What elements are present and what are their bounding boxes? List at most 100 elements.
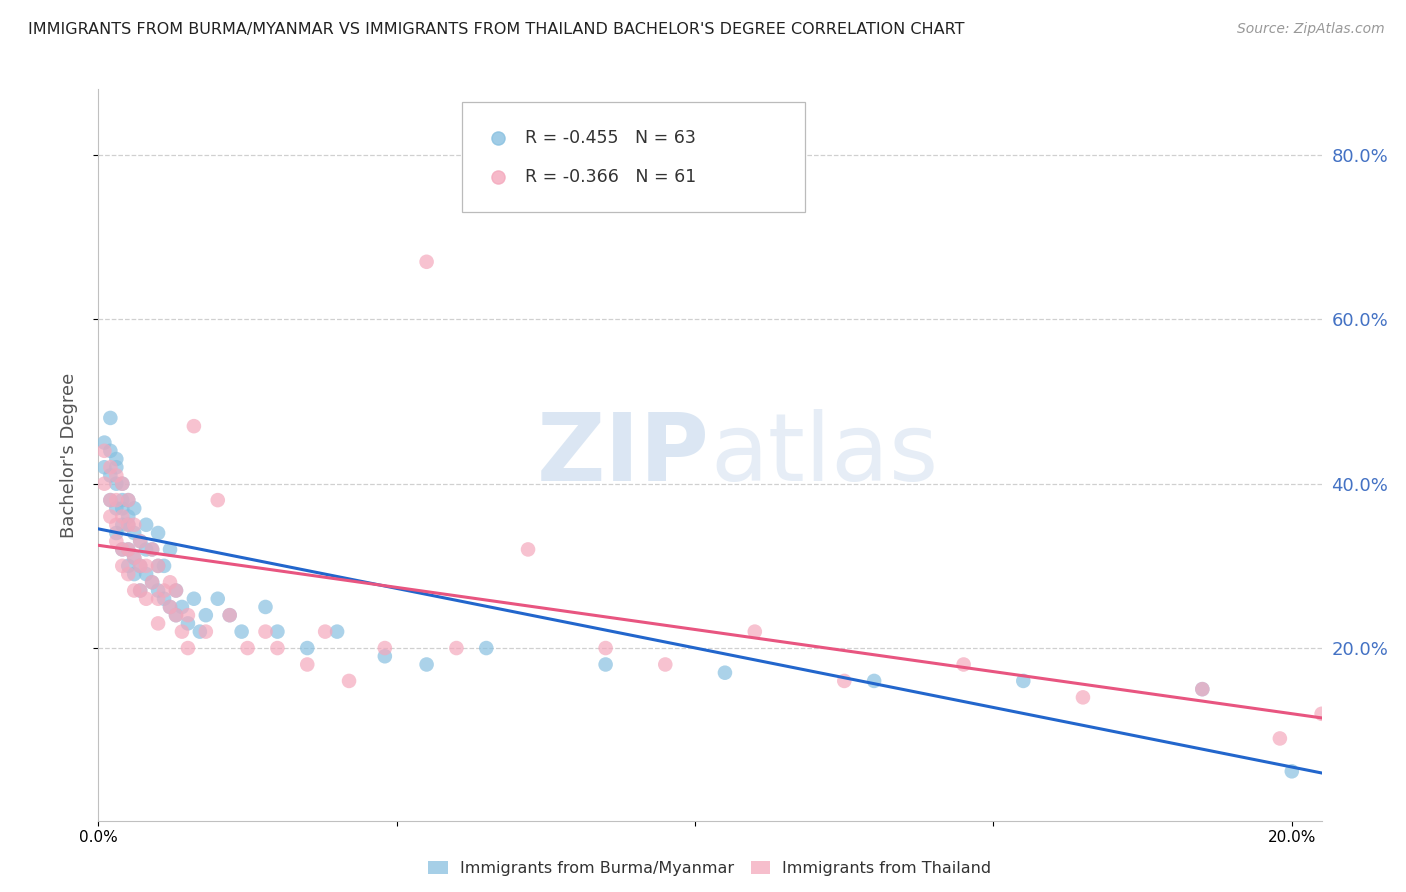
Point xyxy=(146,583,169,598)
Point xyxy=(170,624,193,639)
Point xyxy=(122,583,145,598)
Point xyxy=(475,641,498,656)
Point xyxy=(93,476,115,491)
Point xyxy=(1310,706,1333,721)
Point xyxy=(153,583,176,598)
Point xyxy=(159,599,181,614)
Point xyxy=(117,542,139,557)
Point xyxy=(105,534,128,549)
Point xyxy=(266,641,288,656)
Point xyxy=(111,501,134,516)
Point xyxy=(714,665,737,680)
Point xyxy=(111,476,134,491)
Point xyxy=(218,608,240,623)
Point xyxy=(98,509,121,524)
Point xyxy=(1191,682,1213,697)
Point xyxy=(93,435,115,450)
Point xyxy=(111,493,134,508)
Point xyxy=(111,509,134,524)
Point xyxy=(194,608,217,623)
Point xyxy=(415,254,437,268)
Point xyxy=(159,599,181,614)
Point xyxy=(1268,731,1291,746)
Point xyxy=(146,616,169,631)
Point xyxy=(111,517,134,532)
Point xyxy=(135,517,157,532)
Point xyxy=(111,558,134,573)
Point xyxy=(337,673,360,688)
Point xyxy=(122,567,145,582)
Point xyxy=(146,558,169,573)
Text: R = -0.366   N = 61: R = -0.366 N = 61 xyxy=(526,168,696,186)
Point xyxy=(105,476,128,491)
Point xyxy=(105,452,128,467)
Text: IMMIGRANTS FROM BURMA/MYANMAR VS IMMIGRANTS FROM THAILAND BACHELOR'S DEGREE CORR: IMMIGRANTS FROM BURMA/MYANMAR VS IMMIGRA… xyxy=(28,22,965,37)
Point xyxy=(326,624,349,639)
Point xyxy=(141,575,163,590)
Point xyxy=(595,657,617,672)
Point xyxy=(654,657,676,672)
Legend: Immigrants from Burma/Myanmar, Immigrants from Thailand: Immigrants from Burma/Myanmar, Immigrant… xyxy=(422,855,998,882)
Point xyxy=(177,641,200,656)
Point xyxy=(177,608,200,623)
Text: R = -0.455   N = 63: R = -0.455 N = 63 xyxy=(526,129,696,147)
Point xyxy=(93,460,115,475)
Point xyxy=(254,599,277,614)
Point xyxy=(832,673,855,688)
Point xyxy=(517,542,540,557)
Point xyxy=(98,460,121,475)
Point xyxy=(117,542,139,557)
Point xyxy=(117,493,139,508)
Point xyxy=(236,641,259,656)
Point xyxy=(1012,673,1035,688)
Point xyxy=(207,493,229,508)
Point xyxy=(374,649,396,664)
Point xyxy=(146,558,169,573)
Point xyxy=(177,616,200,631)
Point xyxy=(93,443,115,458)
Point xyxy=(98,493,121,508)
Point xyxy=(254,624,277,639)
Point xyxy=(117,517,139,532)
Point xyxy=(111,542,134,557)
Point xyxy=(129,534,152,549)
Text: Source: ZipAtlas.com: Source: ZipAtlas.com xyxy=(1237,22,1385,37)
Point xyxy=(135,558,157,573)
Point xyxy=(105,517,128,532)
Point xyxy=(111,476,134,491)
Point xyxy=(863,673,886,688)
Point xyxy=(415,657,437,672)
Point xyxy=(117,567,139,582)
Point xyxy=(105,526,128,541)
Y-axis label: Bachelor's Degree: Bachelor's Degree xyxy=(59,372,77,538)
Point xyxy=(129,558,152,573)
Point xyxy=(122,517,145,532)
Point xyxy=(117,558,139,573)
Point xyxy=(231,624,253,639)
Point xyxy=(135,567,157,582)
Point xyxy=(446,641,468,656)
Point xyxy=(153,591,176,606)
Point xyxy=(165,583,187,598)
Point xyxy=(122,501,145,516)
Point xyxy=(122,550,145,565)
Point xyxy=(141,542,163,557)
Point xyxy=(595,641,617,656)
Point xyxy=(141,542,163,557)
Point xyxy=(194,624,217,639)
Point xyxy=(105,460,128,475)
Point xyxy=(105,468,128,483)
Point xyxy=(266,624,288,639)
Point xyxy=(1191,682,1213,697)
Point xyxy=(314,624,336,639)
Text: atlas: atlas xyxy=(710,409,938,501)
Point xyxy=(105,493,128,508)
Point xyxy=(98,411,121,425)
Point xyxy=(165,583,187,598)
Point xyxy=(183,419,205,434)
Point xyxy=(111,542,134,557)
Point xyxy=(297,657,319,672)
Point xyxy=(141,575,163,590)
Point xyxy=(159,575,181,590)
Point xyxy=(159,542,181,557)
